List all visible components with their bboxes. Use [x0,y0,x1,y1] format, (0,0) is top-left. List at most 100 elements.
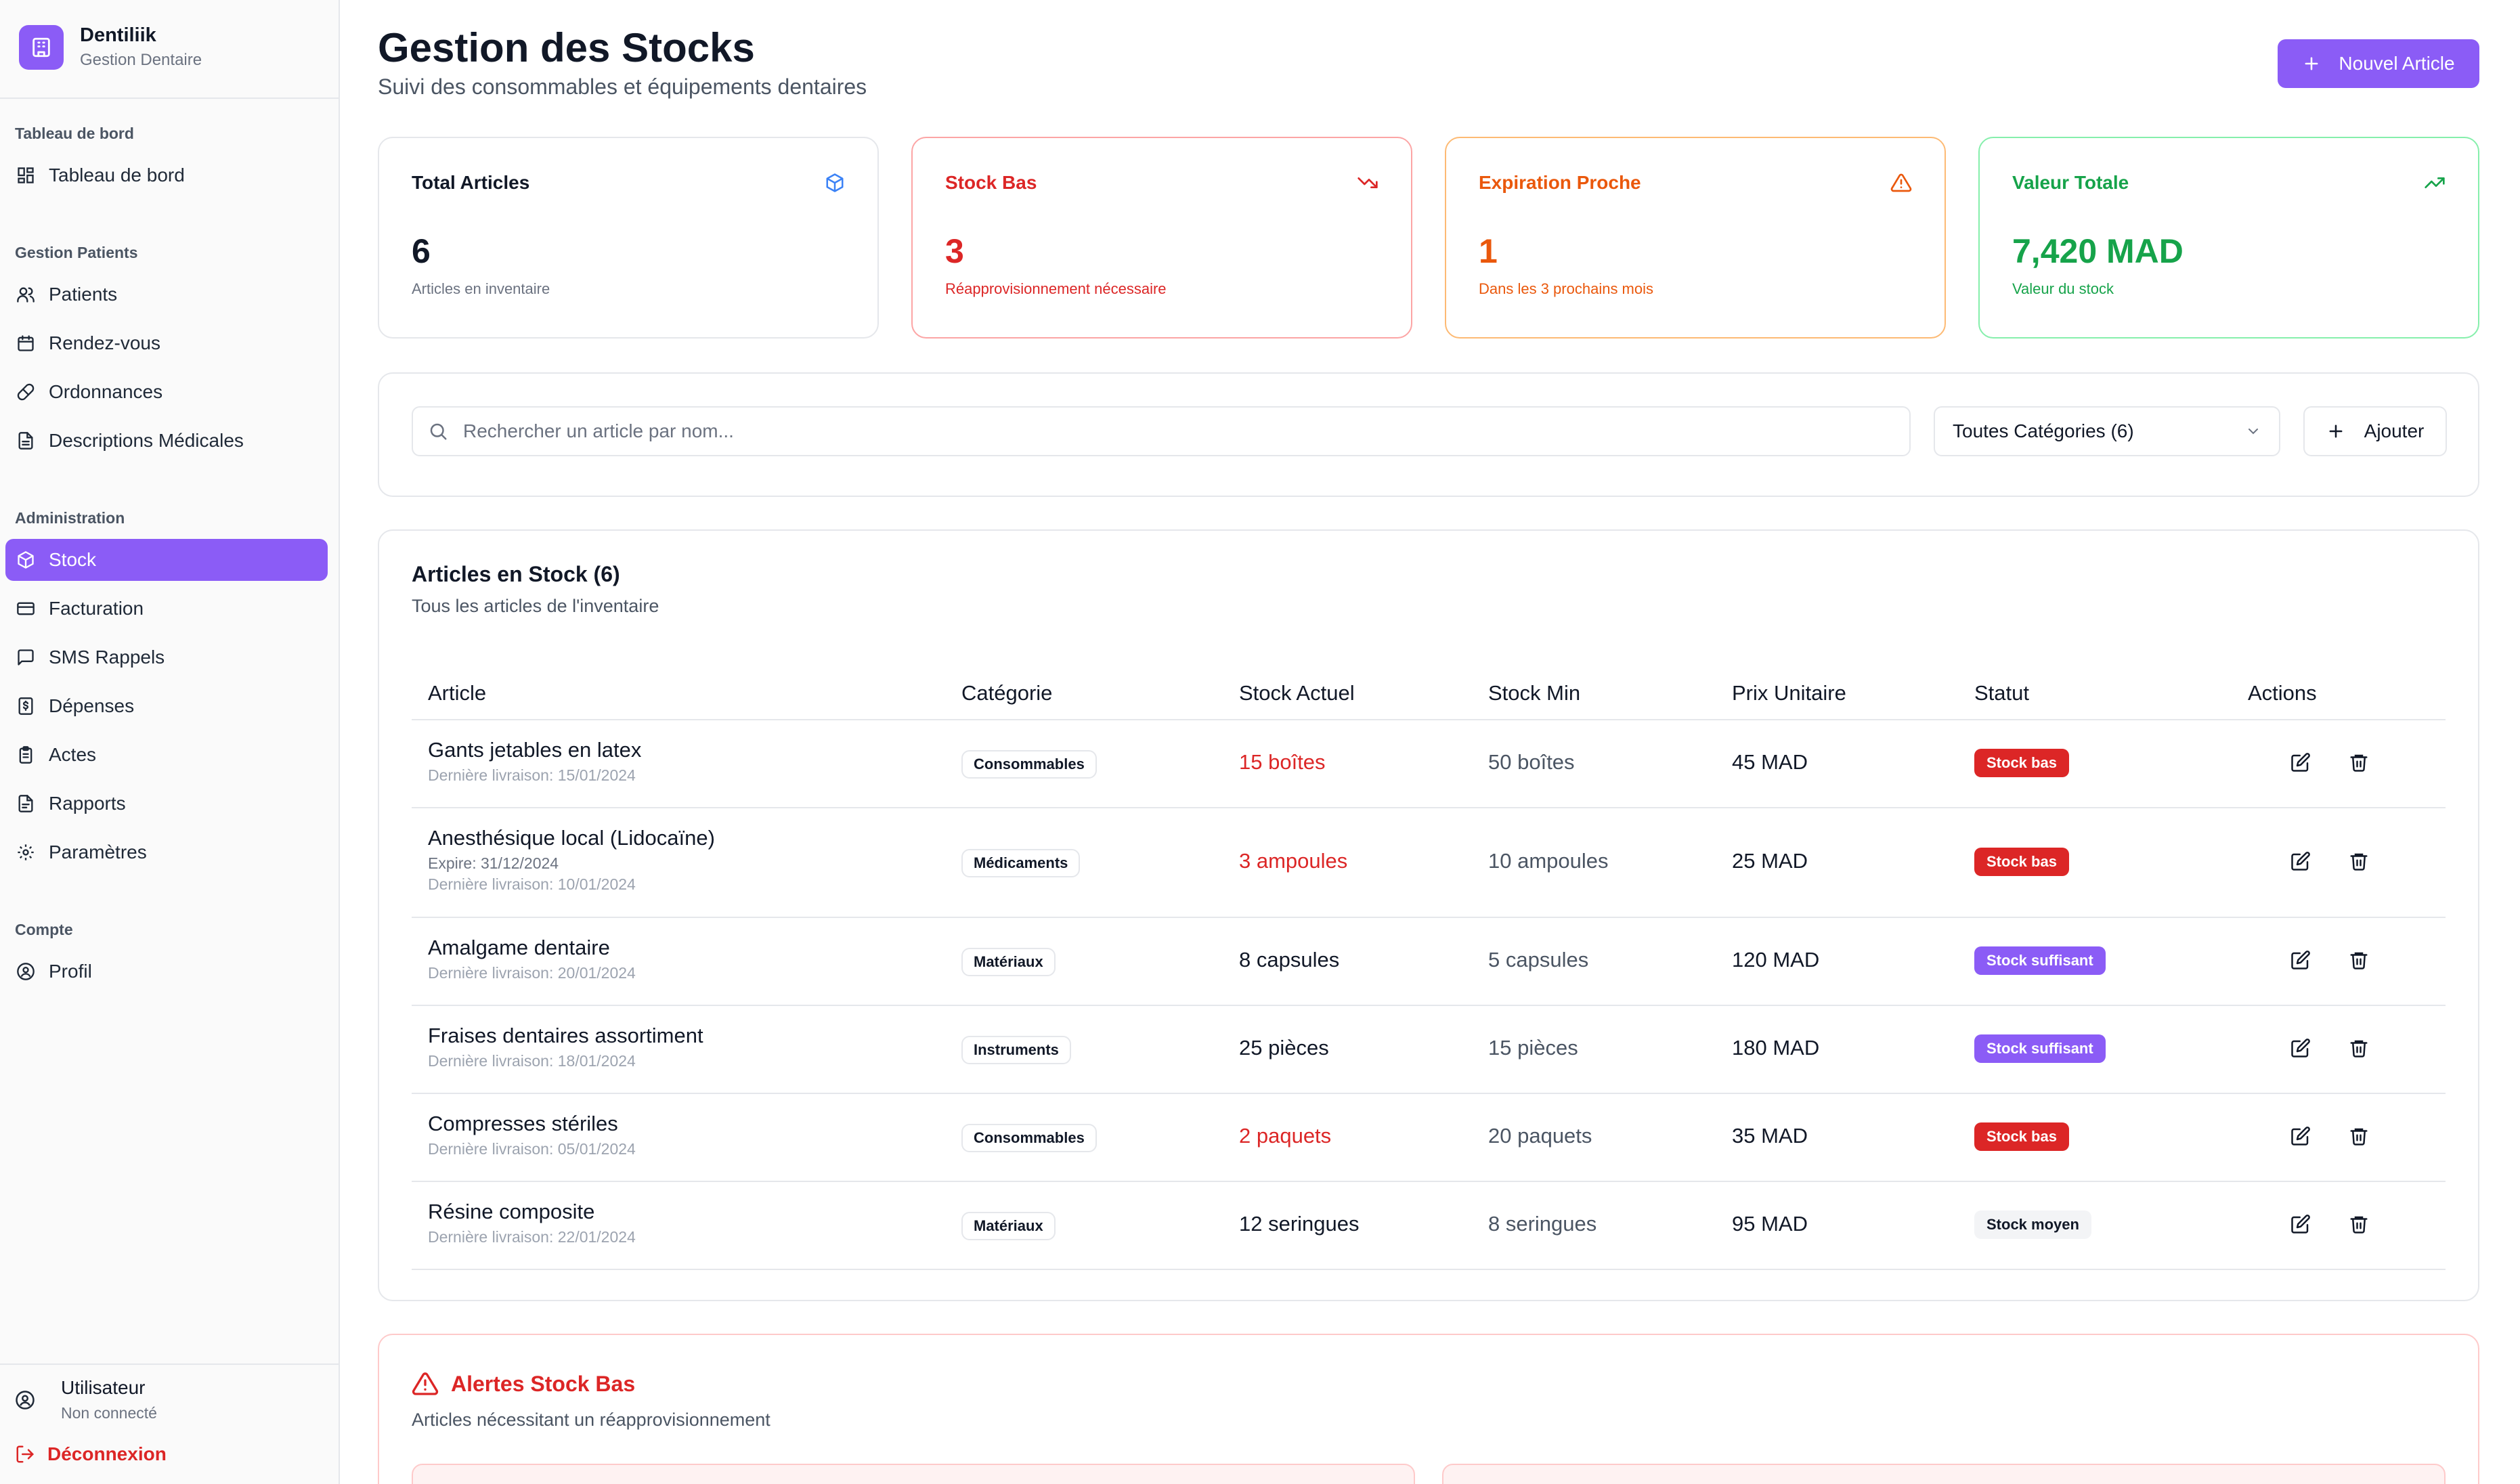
stat-value: 3 [945,232,964,270]
edit-button[interactable] [2287,848,2314,875]
current-stock: 8 capsules [1239,948,1340,972]
sidebar-item-appointments[interactable]: Rendez-vous [5,322,328,364]
edit-button[interactable] [2287,1122,2314,1150]
stock-table-panel: Articles en Stock (6) Tous les articles … [378,529,2479,1301]
credit-card-icon [15,598,37,619]
user-circle-icon [15,1390,35,1410]
stat-card-low-stock: Stock Bas 3 Réapprovisionnement nécessai… [911,137,1412,339]
article-delivery: Dernière livraison: 20/01/2024 [428,964,636,982]
dashboard-icon [15,165,37,186]
sidebar-item-reports[interactable]: Rapports [5,783,328,825]
sidebar-item-label: SMS Rappels [49,647,165,668]
stat-value: 6 [412,232,431,270]
min-stock: 10 ampoules [1488,849,1609,873]
sidebar-item-expenses[interactable]: Dépenses [5,685,328,727]
table-row[interactable]: Compresses stériles Dernière livraison: … [412,1094,2446,1182]
table-row[interactable]: Résine composite Dernière livraison: 22/… [412,1182,2446,1270]
sidebar-item-patients[interactable]: Patients [5,274,328,315]
unit-price: 25 MAD [1732,849,1808,873]
add-button-label: Ajouter [2364,420,2425,441]
table-row[interactable]: Fraises dentaires assortiment Dernière l… [412,1006,2446,1094]
sidebar-item-label: Dépenses [49,695,135,716]
sidebar-item-label: Actes [49,744,97,765]
alert-card[interactable] [1442,1464,2446,1484]
sidebar-item-stock[interactable]: Stock [5,539,328,581]
stat-title: Stock Bas [945,172,1037,193]
sidebar-item-dashboard[interactable]: Tableau de bord [5,154,328,196]
alert-card[interactable] [412,1464,1415,1484]
sidebar-item-label: Stock [49,549,97,570]
min-stock: 20 paquets [1488,1124,1592,1148]
sidebar-item-medical-descriptions[interactable]: Descriptions Médicales [5,420,328,462]
table-row[interactable]: Gants jetables en latex Dernière livrais… [412,720,2446,808]
plus-icon [2326,422,2345,441]
sidebar-item-label: Rapports [49,793,126,814]
edit-button[interactable] [2287,1210,2314,1238]
page-subtitle: Suivi des consommables et équipements de… [378,74,867,99]
sidebar-item-profile[interactable]: Profil [5,951,328,992]
edit-icon [2290,1038,2311,1058]
gear-icon [15,842,37,863]
table-row[interactable]: Amalgame dentaire Dernière livraison: 20… [412,918,2446,1006]
sidebar-item-procedures[interactable]: Actes [5,734,328,776]
min-stock: 50 boîtes [1488,750,1575,774]
current-stock: 15 boîtes [1239,750,1326,774]
table-title: Articles en Stock (6) [412,562,620,586]
sidebar-item-sms-reminders[interactable]: SMS Rappels [5,636,328,678]
category-select[interactable]: Toutes Catégories (6) [1934,406,2280,456]
status-badge: Stock bas [1974,1122,2069,1151]
stat-card-total-value: Valeur Totale 7,420 MAD Valeur du stock [1978,137,2479,339]
new-article-button[interactable]: Nouvel Article [2278,39,2479,88]
stat-title: Expiration Proche [1479,172,1641,193]
user-name: Utilisateur [61,1377,146,1398]
add-button[interactable]: Ajouter [2303,406,2447,456]
delete-button[interactable] [2345,1210,2372,1238]
category-badge: Consommables [961,1124,1097,1152]
trending-down-icon [1357,172,1378,194]
article-name: Amalgame dentaire [428,936,610,959]
sidebar-item-label: Ordonnances [49,381,163,402]
trending-up-icon [2424,172,2446,194]
delete-button[interactable] [2345,848,2372,875]
sidebar-item-label: Facturation [49,598,144,619]
sidebar-item-label: Rendez-vous [49,332,160,353]
logout-button[interactable]: Déconnexion [15,1443,167,1465]
brand[interactable]: Dentiliik Gestion Dentaire [19,24,202,70]
stat-card-total: Total Articles 6 Articles en inventaire [378,137,879,339]
document-icon [15,430,37,452]
article-delivery: Dernière livraison: 18/01/2024 [428,1052,636,1070]
edit-button[interactable] [2287,1034,2314,1062]
column-header: Stock Min [1488,681,1581,705]
user-block[interactable]: Utilisateur Non connecté [15,1377,157,1422]
delete-button[interactable] [2345,946,2372,974]
edit-button[interactable] [2287,749,2314,776]
column-header: Prix Unitaire [1732,681,1846,705]
trash-icon [2349,752,2369,772]
stat-value: 1 [1479,232,1498,270]
divider [0,97,339,99]
edit-button[interactable] [2287,946,2314,974]
status-badge: Stock moyen [1974,1210,2091,1239]
delete-button[interactable] [2345,1122,2372,1150]
search-input[interactable] [463,420,1885,442]
trash-icon [2349,1126,2369,1146]
stat-note: Articles en inventaire [412,280,550,297]
table-row[interactable]: Anesthésique local (Lidocaïne) Expire: 3… [412,808,2446,918]
section-title-administration: Administration [15,509,125,527]
table-header: Article Catégorie Stock Actuel Stock Min… [412,669,2446,720]
delete-button[interactable] [2345,1034,2372,1062]
users-icon [15,284,37,305]
delete-button[interactable] [2345,749,2372,776]
page-title: Gestion des Stocks [378,25,755,70]
sidebar-item-prescriptions[interactable]: Ordonnances [5,371,328,413]
sidebar-item-billing[interactable]: Facturation [5,588,328,630]
article-name: Gants jetables en latex [428,738,642,762]
article-delivery: Dernière livraison: 10/01/2024 [428,875,636,893]
unit-price: 95 MAD [1732,1212,1808,1236]
sidebar-item-settings[interactable]: Paramètres [5,831,328,873]
user-status: Non connecté [61,1404,157,1422]
edit-icon [2290,851,2311,871]
logout-icon [15,1444,35,1464]
edit-icon [2290,1214,2311,1234]
search-box[interactable] [412,406,1911,456]
